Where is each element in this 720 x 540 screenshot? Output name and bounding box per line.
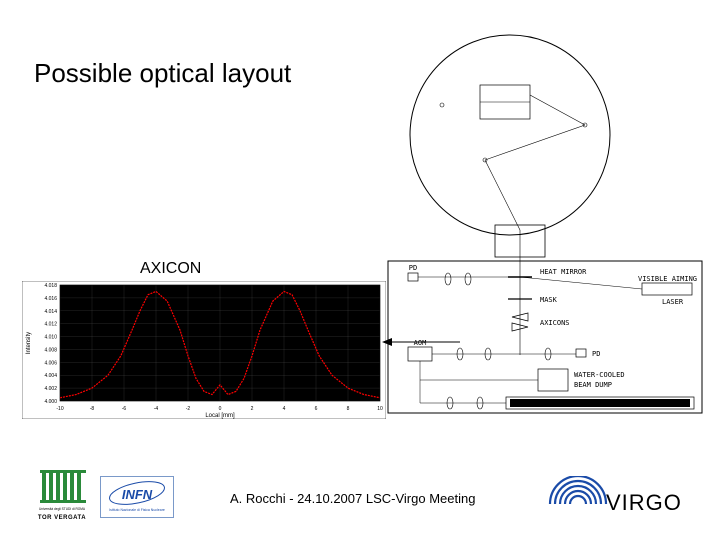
svg-text:LASER: LASER (662, 298, 684, 306)
svg-text:4.012: 4.012 (44, 322, 57, 328)
svg-text:HEAT MIRROR: HEAT MIRROR (540, 268, 587, 276)
svg-text:4.004: 4.004 (44, 373, 57, 379)
footer-text: A. Rocchi - 24.10.2007 LSC-Virgo Meeting (230, 491, 475, 506)
svg-text:4.016: 4.016 (44, 296, 57, 302)
svg-text:PD: PD (592, 350, 600, 358)
svg-text:WATER-COOLED: WATER-COOLED (574, 371, 625, 379)
svg-text:MASK: MASK (540, 296, 558, 304)
svg-text:4.014: 4.014 (44, 309, 57, 315)
svg-text:2: 2 (251, 406, 254, 412)
svg-text:PD: PD (409, 264, 417, 272)
infn-logo: INFN Istituto Nazionale di Fisica Nuclear… (100, 476, 174, 518)
svg-text:VISIBLE AIMING: VISIBLE AIMING (638, 275, 697, 283)
svg-text:-2: -2 (186, 406, 191, 412)
svg-text:Intensity: Intensity (26, 332, 32, 354)
slide-title: Possible optical layout (34, 58, 291, 89)
svg-text:Local [mm]: Local [mm] (205, 413, 235, 419)
svg-text:-6: -6 (122, 406, 127, 412)
tor-vergata-logo: Università degli STUDI di ROMA TOR VERGAT… (32, 466, 92, 522)
svg-text:0: 0 (219, 406, 222, 412)
axicon-label: AXICON (140, 260, 201, 278)
svg-text:BEAM DUMP: BEAM DUMP (574, 381, 612, 389)
svg-text:4.002: 4.002 (44, 386, 57, 392)
virgo-logo: VIRGO (548, 476, 698, 522)
svg-text:AOM: AOM (414, 339, 427, 347)
svg-text:4.008: 4.008 (44, 347, 57, 353)
svg-text:INFN: INFN (122, 487, 153, 502)
svg-text:Università degli STUDI di ROMA: Università degli STUDI di ROMA (39, 507, 86, 511)
svg-text:8: 8 (347, 406, 350, 412)
intensity-chart: 4.000 4.002 4.004 4.006 4.008 4.010 4.012 4.014… (22, 281, 386, 419)
svg-text:-8: -8 (90, 406, 95, 412)
svg-text:-10: -10 (56, 406, 63, 412)
svg-text:6: 6 (315, 406, 318, 412)
svg-text:4.010: 4.010 (44, 335, 57, 341)
svg-text:VIRGO: VIRGO (606, 490, 682, 515)
svg-text:AXICONS: AXICONS (540, 319, 570, 327)
svg-text:-4: -4 (154, 406, 159, 412)
svg-text:4: 4 (283, 406, 286, 412)
svg-text:4.018: 4.018 (44, 283, 57, 289)
svg-text:4.000: 4.000 (44, 399, 57, 405)
svg-text:Istituto Nazionale di Fisica N: Istituto Nazionale di Fisica Nucleare (109, 508, 165, 512)
footer: Università degli STUDI di ROMA TOR VERGAT… (0, 462, 720, 522)
optical-layout-diagram: PD HEAT MIRROR VISIBLE AIMING LASER MASK AXIC… (380, 25, 710, 420)
svg-text:4.006: 4.006 (44, 360, 57, 366)
svg-text:TOR VERGATA: TOR VERGATA (38, 515, 86, 521)
